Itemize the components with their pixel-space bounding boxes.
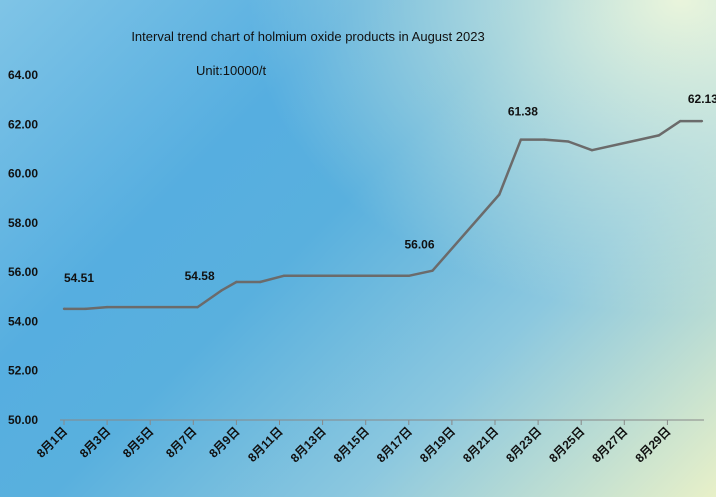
data-point <box>62 307 66 311</box>
data-point <box>543 138 546 141</box>
data-point <box>679 119 682 123</box>
series <box>62 119 704 311</box>
y-tick-label: 54.00 <box>8 314 38 328</box>
data-point <box>220 289 223 292</box>
axes <box>60 419 704 425</box>
x-tick-label: 8月1日 <box>34 424 70 460</box>
data-label: 56.06 <box>405 238 435 252</box>
data-point <box>519 138 523 141</box>
data-point <box>258 280 262 284</box>
x-tick-label: 8月7日 <box>163 424 199 460</box>
data-point <box>567 140 570 143</box>
data-point <box>700 119 704 123</box>
y-tick-label: 52.00 <box>8 364 38 378</box>
y-axis-ticks: 50.00 52.00 54.00 56.00 58.00 60.00 62.00 64.00 <box>8 68 38 427</box>
x-tick-label: 8月27日 <box>589 424 630 465</box>
x-tick-label: 8月9日 <box>206 424 242 460</box>
x-tick-label: 8月13日 <box>288 424 329 465</box>
data-point <box>196 305 199 309</box>
x-tick-label: 8月23日 <box>503 424 544 465</box>
y-tick-label: 50.00 <box>8 413 38 427</box>
x-tick-label: 8月21日 <box>460 424 501 465</box>
y-tick-label: 58.00 <box>8 216 38 230</box>
y-tick-label: 64.00 <box>8 68 38 82</box>
x-tick-label: 8月11日 <box>245 424 286 465</box>
data-label: 54.51 <box>64 271 94 285</box>
y-tick-label: 62.00 <box>8 117 38 131</box>
x-tick-label: 8月17日 <box>374 424 415 465</box>
y-tick-label: 56.00 <box>8 265 38 279</box>
x-tick-label: 8月5日 <box>120 424 156 460</box>
data-label: 54.58 <box>185 269 215 283</box>
chart-title: Interval trend chart of holmium oxide pr… <box>131 29 484 44</box>
x-axis-ticks: 8月1日 8月3日 8月5日 8月7日 8月9日 8月11日 8月13日 8月15日 8月17日… <box>34 424 674 465</box>
x-tick-label: 8月19日 <box>417 424 458 465</box>
x-tick-label: 8月29日 <box>632 424 673 465</box>
data-point <box>235 280 238 284</box>
data-point <box>84 307 87 311</box>
data-point <box>407 274 410 278</box>
x-tick-label: 8月25日 <box>546 424 587 465</box>
data-point <box>431 269 434 272</box>
unit-label: Unit:10000/t <box>196 63 266 78</box>
data-point <box>498 193 501 196</box>
data-point <box>657 134 660 137</box>
data-labels: 54.51 54.58 56.06 61.38 62.13 <box>64 92 716 285</box>
series-line <box>64 119 702 311</box>
data-label: 61.38 <box>508 105 538 119</box>
x-tick-label: 8月3日 <box>77 424 113 460</box>
data-point <box>590 148 594 152</box>
y-tick-label: 60.00 <box>8 167 38 181</box>
x-tick-label: 8月15日 <box>331 424 372 465</box>
data-label: 62.13 <box>688 92 716 106</box>
data-point <box>282 274 286 278</box>
data-point <box>105 305 109 309</box>
